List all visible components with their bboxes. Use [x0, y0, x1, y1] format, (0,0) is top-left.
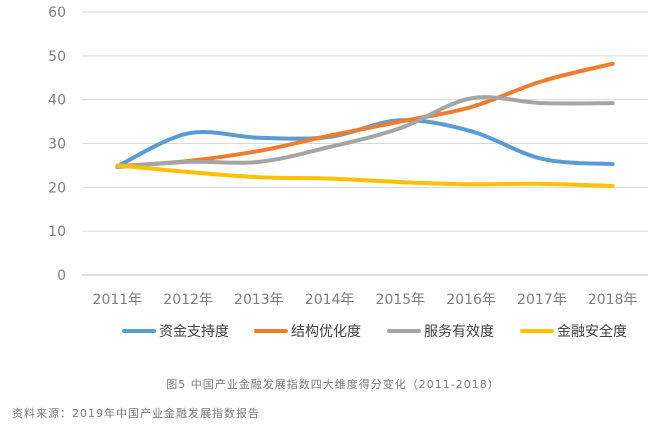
x-tick-label-3: 2013年: [234, 292, 284, 308]
y-axis-tick-labels: 0 10 20 30 40 50 60: [48, 5, 66, 284]
y-tick-label-60: 60: [48, 5, 66, 21]
series-line-4: [115, 163, 615, 189]
y-tick-label-30: 30: [48, 137, 66, 153]
x-tick-label-8: 2018年: [588, 292, 638, 308]
series-line-2: [115, 61, 615, 169]
x-tick-label-1: 2011年: [93, 292, 143, 308]
x-tick-label-6: 2016年: [446, 292, 496, 308]
y-tick-label-10: 10: [48, 224, 66, 240]
source-note: 资料来源：2019年中国产业金融发展指数报告: [12, 407, 260, 420]
legend-label-3: 服务有效度: [424, 324, 494, 340]
y-tick-label-0: 0: [57, 268, 66, 284]
y-tick-label-50: 50: [48, 49, 66, 65]
figure-caption: 图5 中国产业金融发展指数四大维度得分变化（2011-2018）: [166, 378, 500, 391]
legend-label-1: 资金支持度: [159, 324, 229, 340]
x-tick-label-4: 2014年: [305, 292, 355, 308]
legend-label-4: 金融安全度: [557, 323, 627, 340]
x-tick-label-2: 2012年: [163, 292, 213, 308]
series-lines: [115, 61, 615, 189]
legend-label-2: 结构优化度: [291, 324, 361, 340]
x-axis-tick-labels: 2011年 2012年 2013年 2014年 2015年 2016年 2017年 2018年: [93, 292, 638, 308]
gridlines: [82, 11, 648, 276]
series-line-3: [115, 95, 615, 170]
y-tick-label-40: 40: [48, 93, 66, 109]
y-tick-label-20: 20: [48, 180, 66, 196]
x-tick-label-7: 2017年: [517, 292, 567, 308]
legend: 资金支持度 结构优化度 服务有效度 金融安全度: [122, 323, 627, 340]
x-tick-label-5: 2015年: [376, 292, 426, 308]
